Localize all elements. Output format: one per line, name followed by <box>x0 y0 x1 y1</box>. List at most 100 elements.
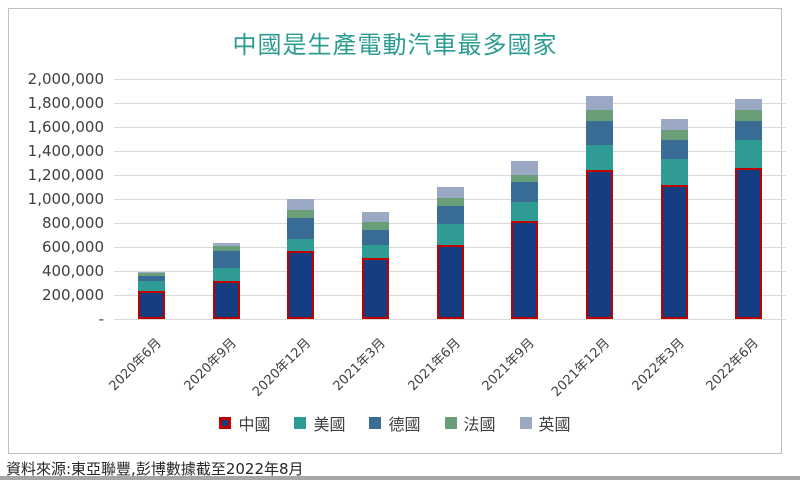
bar-segment-法國 <box>735 110 763 122</box>
legend-swatch <box>519 417 532 429</box>
bar-segment-中國 <box>735 167 763 319</box>
x-tick-label: 2021年12月 <box>548 335 613 400</box>
bar-stack <box>585 95 613 319</box>
legend-item-中國: 中國 <box>219 411 270 435</box>
bar-stack <box>361 212 389 319</box>
y-tick-label: 400,000 <box>41 262 104 280</box>
bar-segment-中國 <box>287 250 315 319</box>
bar-segment-美國 <box>436 224 464 246</box>
bar-segment-法國 <box>585 110 613 122</box>
y-tick-label: 1,000,000 <box>27 190 104 208</box>
bar-stack <box>137 271 165 319</box>
bar-segment-英國 <box>137 271 165 274</box>
x-tick-label: 2021年3月 <box>330 335 389 395</box>
bar-segment-德國 <box>287 218 315 239</box>
legend-label: 德國 <box>388 415 421 434</box>
legend-label: 美國 <box>313 415 346 434</box>
y-tick-label: 1,800,000 <box>27 94 104 112</box>
bar-segment-中國 <box>585 170 613 319</box>
bar-segment-英國 <box>511 160 539 176</box>
source-note: 資料來源:東亞聯豐,彭博數據截至2022年8月 <box>6 460 304 478</box>
bar-segment-法國 <box>212 246 240 252</box>
gridline <box>114 175 786 176</box>
bar-segment-德國 <box>137 275 165 281</box>
bar-segment-法國 <box>361 222 389 231</box>
bar-segment-美國 <box>735 139 763 168</box>
x-tick-label: 2022年6月 <box>703 335 763 395</box>
bar-segment-英國 <box>436 187 464 199</box>
bar-segment-美國 <box>511 202 539 221</box>
bar-segment-美國 <box>585 145 613 171</box>
x-tick-label: 2021年6月 <box>405 335 464 395</box>
bar-segment-德國 <box>660 140 688 159</box>
x-tick-label: 2020年12月 <box>250 335 315 400</box>
x-tick-label: 2020年6月 <box>106 335 165 395</box>
bar-segment-英國 <box>212 242 240 247</box>
bar-segment-德國 <box>585 121 613 146</box>
legend-label: 中國 <box>238 415 271 434</box>
gridline <box>114 127 786 128</box>
bar-segment-中國 <box>511 220 539 319</box>
bar-segment-法國 <box>511 175 539 183</box>
bar-segment-法國 <box>137 273 165 276</box>
bar-segment-英國 <box>361 212 389 223</box>
bar-segment-德國 <box>212 251 240 269</box>
plot-area: 2020年6月 2020年9月 2020年12月 2021年3月 2021年6月 2021… <box>107 79 786 400</box>
bar-segment-英國 <box>287 199 315 210</box>
x-axis-labels: 2020年6月 2020年9月 2020年12月 2021年3月 2021年6月 2021… <box>107 319 786 400</box>
bottom-divider <box>0 476 800 480</box>
legend: 中國 美國 德國 法國 英國 <box>9 411 781 435</box>
bar-segment-德國 <box>735 121 763 140</box>
chart-card: 中國是生產電動汽車最多國家 2,000,000 1,800,000 1,600,00… <box>8 8 786 454</box>
gridline <box>114 319 786 320</box>
legend-label: 法國 <box>463 415 496 434</box>
legend-swatch <box>219 417 232 429</box>
x-tick-label: 2021年9月 <box>479 335 539 395</box>
bar-segment-中國 <box>137 291 165 319</box>
bar-stack <box>212 242 240 319</box>
legend-item-法國: 法國 <box>444 411 496 435</box>
bar-series <box>114 79 786 319</box>
bar-segment-法國 <box>436 198 464 207</box>
legend-item-英國: 英國 <box>519 411 571 435</box>
legend-label: 英國 <box>538 415 571 434</box>
bar-segment-英國 <box>735 99 763 111</box>
y-tick-label: 1,400,000 <box>27 142 104 160</box>
y-tick-label: 600,000 <box>41 238 104 256</box>
bar-segment-美國 <box>361 244 389 258</box>
y-tick-label: 800,000 <box>41 214 104 232</box>
y-axis-labels: 2,000,000 1,800,000 1,600,000 1,400,000 1,20… <box>9 70 104 328</box>
gridline <box>114 151 786 152</box>
legend-swatch <box>369 417 382 429</box>
y-tick-label: 200,000 <box>41 286 104 304</box>
bar-segment-美國 <box>212 268 240 281</box>
bar-segment-德國 <box>361 230 389 245</box>
bar-segment-中國 <box>361 257 389 319</box>
y-tick-label: 2,000,000 <box>27 70 104 88</box>
y-tick-label: 1,200,000 <box>27 166 104 184</box>
bar-segment-德國 <box>511 182 539 203</box>
bar-segment-中國 <box>212 280 240 319</box>
bar-segment-法國 <box>660 130 688 141</box>
bar-stack <box>287 199 315 319</box>
bar-segment-美國 <box>287 238 315 251</box>
bar-segment-中國 <box>660 184 688 319</box>
x-tick-label: 2020年9月 <box>181 335 240 395</box>
bar-segment-法國 <box>287 209 315 219</box>
bar-stack <box>735 99 763 319</box>
x-tick-label: 2022年3月 <box>629 335 688 395</box>
bar-segment-英國 <box>660 118 688 131</box>
bar-stack <box>660 118 688 319</box>
bar-stack <box>436 187 464 319</box>
bar-segment-美國 <box>137 280 165 292</box>
gridline <box>114 79 786 80</box>
legend-swatch <box>444 417 457 429</box>
legend-item-美國: 美國 <box>294 411 345 435</box>
bar-stack <box>511 160 539 319</box>
chart-title: 中國是生產電動汽車最多國家 <box>232 31 558 59</box>
bar-segment-美國 <box>660 158 688 185</box>
y-tick-label: - <box>98 310 104 328</box>
bar-segment-中國 <box>436 245 464 319</box>
bar-segment-德國 <box>436 206 464 225</box>
legend-item-德國: 德國 <box>369 411 421 435</box>
